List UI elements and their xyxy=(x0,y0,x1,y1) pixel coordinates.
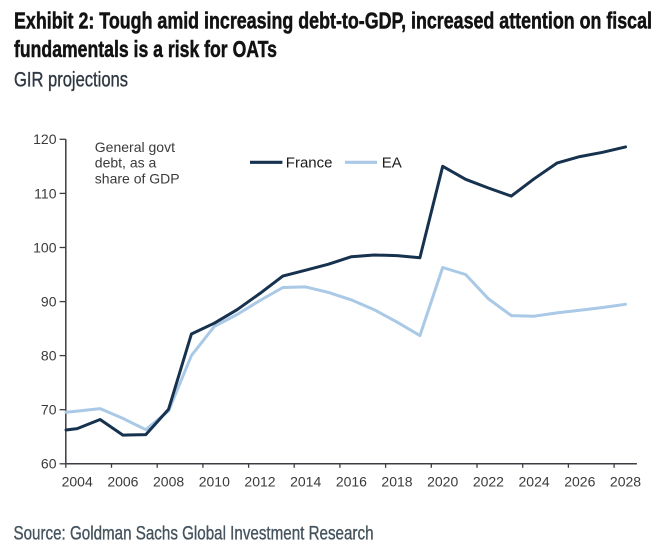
svg-text:2008: 2008 xyxy=(153,473,184,489)
svg-text:2024: 2024 xyxy=(519,473,550,489)
svg-text:2016: 2016 xyxy=(336,473,367,489)
svg-text:100: 100 xyxy=(33,239,57,255)
svg-text:60: 60 xyxy=(41,456,57,472)
svg-text:Exhibit 2: Tough amid increasi: Exhibit 2: Tough amid increasing debt-to… xyxy=(14,8,652,34)
svg-text:EA: EA xyxy=(382,154,402,171)
svg-text:2012: 2012 xyxy=(244,473,275,489)
svg-text:Source: Goldman Sachs Global I: Source: Goldman Sachs Global Investment … xyxy=(14,523,374,545)
svg-text:2026: 2026 xyxy=(564,473,595,489)
svg-text:2004: 2004 xyxy=(62,473,93,489)
svg-text:France: France xyxy=(286,154,333,171)
svg-text:120: 120 xyxy=(33,131,57,147)
svg-text:70: 70 xyxy=(41,402,57,418)
svg-text:debt, as a: debt, as a xyxy=(95,155,157,171)
svg-text:110: 110 xyxy=(34,185,57,201)
svg-text:GIR projections: GIR projections xyxy=(14,68,128,92)
svg-text:2028: 2028 xyxy=(610,473,641,489)
svg-text:80: 80 xyxy=(41,348,57,364)
svg-text:2020: 2020 xyxy=(427,473,458,489)
svg-text:2018: 2018 xyxy=(381,473,412,489)
svg-text:General govt: General govt xyxy=(95,139,175,155)
svg-text:2014: 2014 xyxy=(290,473,321,489)
svg-text:2022: 2022 xyxy=(473,473,504,489)
svg-text:2010: 2010 xyxy=(199,473,230,489)
svg-text:share of GDP: share of GDP xyxy=(95,170,180,186)
svg-text:2006: 2006 xyxy=(107,473,138,489)
svg-text:fundamentals is a risk for OAT: fundamentals is a risk for OATs xyxy=(14,36,277,62)
svg-text:90: 90 xyxy=(41,294,57,310)
